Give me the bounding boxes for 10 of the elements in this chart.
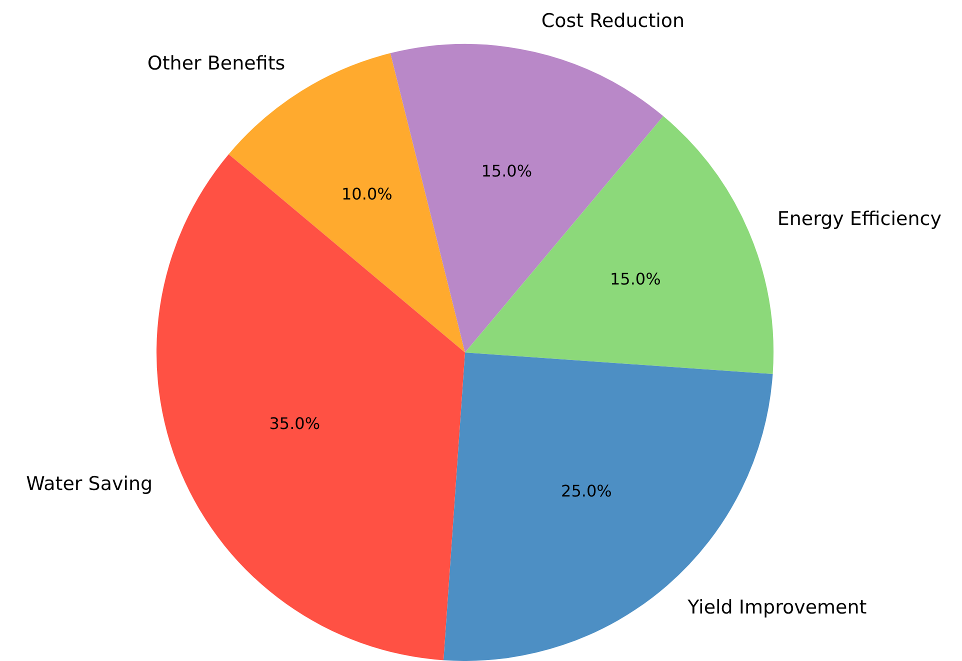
slice-label: Other Benefits bbox=[147, 52, 286, 75]
data-label: 25.0% bbox=[561, 481, 612, 500]
slice-label: Cost Reduction bbox=[541, 10, 685, 32]
data-label: 15.0% bbox=[610, 269, 661, 288]
data-label: 15.0% bbox=[481, 161, 532, 180]
data-label: 35.0% bbox=[269, 414, 320, 433]
slice-label: Yield Improvement bbox=[686, 596, 867, 619]
data-label: 10.0% bbox=[342, 184, 392, 204]
slice-label: Energy Efficiency bbox=[777, 208, 942, 230]
slice-label: Water Saving bbox=[26, 473, 153, 496]
